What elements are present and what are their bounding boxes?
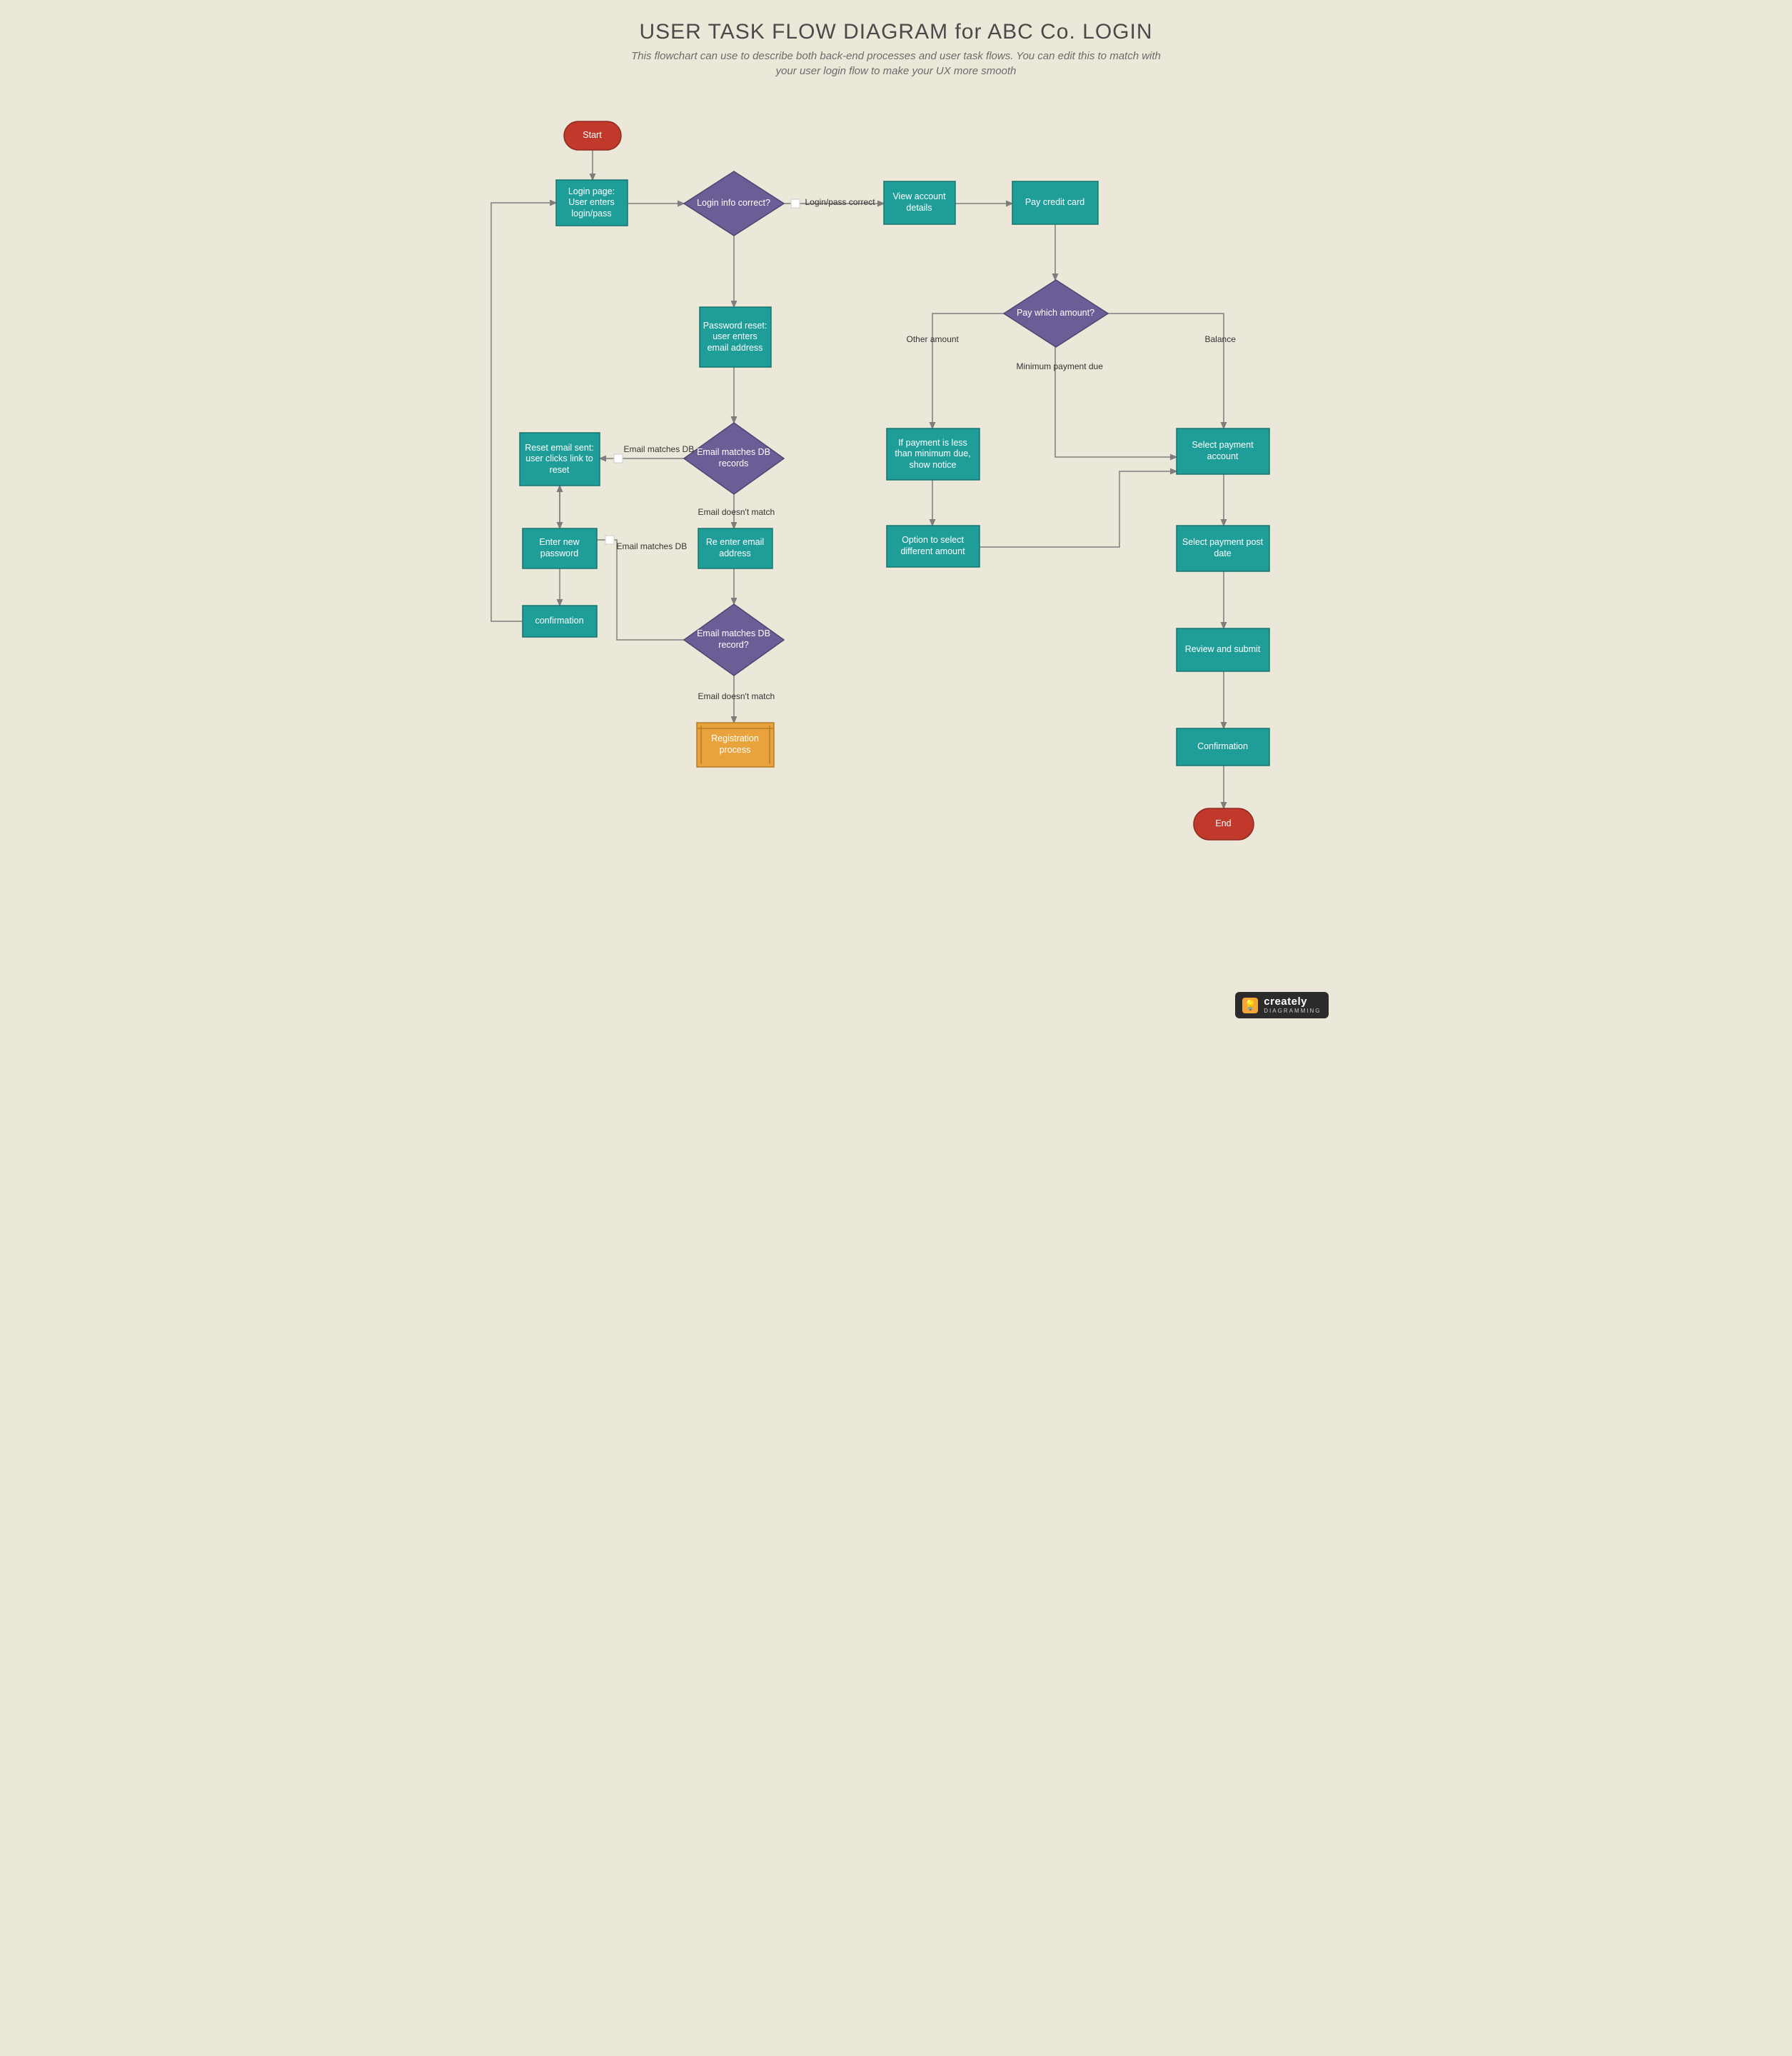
node-label-diff_amount: Option to select different amount (887, 526, 980, 567)
edge-tick (614, 454, 623, 463)
edge-label: Login/pass correct (805, 197, 875, 207)
node-label-reset_email: Reset email sent: user clicks link to re… (520, 433, 600, 486)
node-label-registration: Registration process (697, 723, 774, 767)
node-label-confirm2: Confirmation (1177, 728, 1269, 766)
edge (932, 314, 1004, 428)
edge-label: Email doesn't match (698, 507, 775, 517)
node-label-pay_which: Pay which amount? (1004, 280, 1108, 347)
node-label-confirm1: confirmation (523, 606, 597, 637)
edge-label: Other amount (907, 334, 959, 344)
node-label-notice: If payment is less than minimum due, sho… (887, 428, 980, 480)
logo-brand: creately (1264, 996, 1321, 1007)
edge-label: Minimum payment due (1017, 361, 1103, 371)
node-label-pwd_reset: Password reset: user enters email addres… (700, 307, 771, 367)
edge-label: Email matches DB (617, 541, 688, 551)
node-label-email_db1: Email matches DB records (684, 423, 784, 494)
edge-label: Balance (1205, 334, 1236, 344)
node-label-sel_date: Select payment post date (1177, 526, 1269, 571)
node-label-review: Review and submit (1177, 628, 1269, 671)
edge-tick (605, 536, 614, 544)
edge (1108, 314, 1224, 428)
node-label-start: Start (564, 121, 621, 150)
node-label-login_page: Login page: User enters login/pass (556, 180, 628, 226)
logo-tagline: DIAGRAMMING (1264, 1008, 1321, 1014)
node-label-view_acct: View account details (884, 181, 955, 224)
node-label-login_ok: Login info correct? (684, 171, 784, 236)
node-label-reenter: Re enter email address (698, 528, 772, 568)
node-label-pay_cc: Pay credit card (1012, 181, 1098, 224)
creately-logo: 💡 creately DIAGRAMMING (1235, 992, 1328, 1018)
node-label-sel_account: Select payment account (1177, 428, 1269, 474)
node-label-new_pwd: Enter new password (523, 528, 597, 568)
edge-label: Email doesn't match (698, 691, 775, 701)
edge-label: Email matches DB (624, 444, 695, 454)
diagram-canvas: USER TASK FLOW DIAGRAM for ABC Co. LOGIN… (448, 0, 1344, 1028)
node-label-end: End (1194, 808, 1254, 840)
flowchart-svg (448, 0, 1344, 1028)
edge (980, 471, 1177, 547)
lightbulb-icon: 💡 (1242, 998, 1258, 1013)
edge-tick (791, 199, 800, 208)
node-label-email_db2: Email matches DB record? (684, 604, 784, 676)
